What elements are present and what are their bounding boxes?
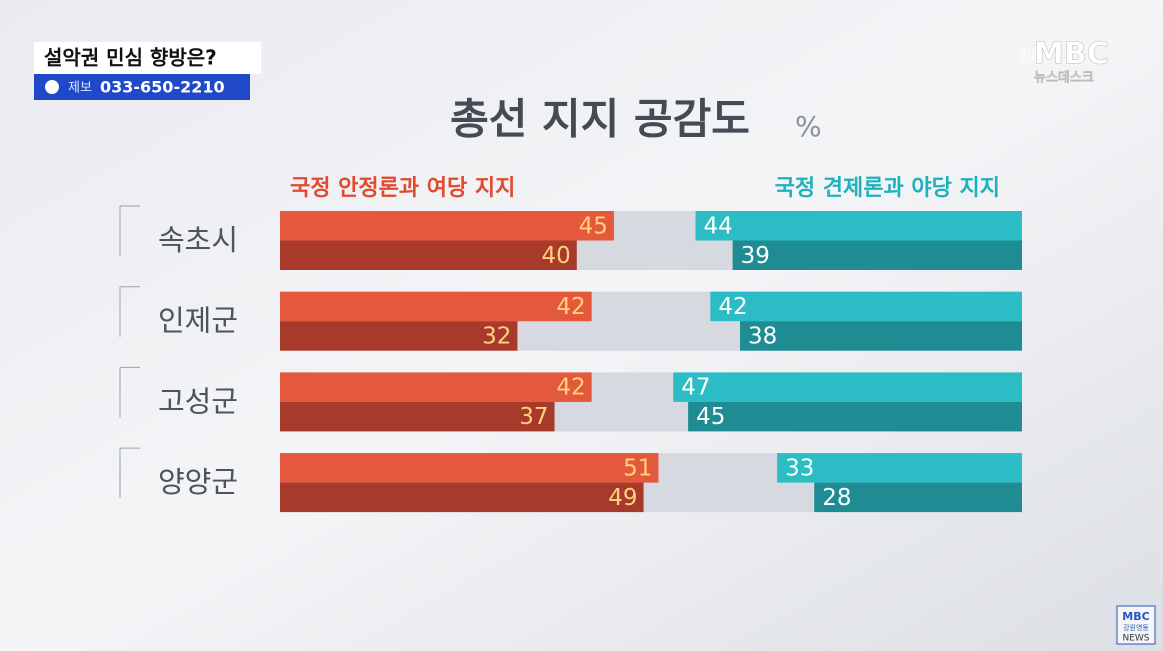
headline: 설악권 민심 향방은? <box>44 46 217 70</box>
value-label: 38 <box>748 323 777 349</box>
chart-title: 총선 지지 공감도 <box>450 95 750 144</box>
tip-label: 제보 <box>68 81 92 96</box>
corner-region: 강원영동 <box>1123 623 1149 632</box>
value-label: 45 <box>579 213 608 239</box>
bar <box>280 482 644 513</box>
logo-region: 강원 <box>1020 48 1042 62</box>
bar <box>740 321 1022 351</box>
corner-news: NEWS <box>1122 634 1149 644</box>
logo: MBC <box>1034 37 1109 72</box>
value-label: 33 <box>785 455 814 481</box>
category-label: 속초시 <box>158 223 238 257</box>
bar <box>280 401 555 432</box>
value-label: 44 <box>704 213 733 239</box>
phone: 033-650-2210 <box>100 78 225 97</box>
category-label: 인제군 <box>158 304 238 338</box>
bar <box>710 291 1022 322</box>
value-label: 42 <box>718 294 747 320</box>
value-label: 49 <box>608 485 637 511</box>
value-label: 42 <box>556 375 585 401</box>
corner-logo: MBC <box>1122 610 1149 623</box>
bar <box>673 372 1022 402</box>
legend-label: 국정 견제론과 야당 지지 <box>775 176 1000 201</box>
bar <box>280 453 659 483</box>
bar <box>280 240 577 270</box>
headline-box <box>34 42 261 74</box>
bar <box>280 372 592 402</box>
bar <box>280 321 518 351</box>
bar <box>280 291 592 322</box>
value-label: 28 <box>822 485 851 511</box>
value-label: 42 <box>556 294 585 320</box>
value-label: 39 <box>741 243 770 269</box>
bar <box>695 211 1022 241</box>
value-label: 40 <box>542 243 571 269</box>
bar <box>777 453 1022 483</box>
value-label: 37 <box>519 404 548 430</box>
corner-logo-box <box>1116 605 1156 645</box>
category-label: 양양군 <box>158 465 238 499</box>
unit: % <box>795 110 822 143</box>
bar <box>280 211 614 241</box>
value-label: 47 <box>681 375 710 401</box>
bar <box>814 482 1022 513</box>
tip-box <box>34 74 250 100</box>
program: 뉴스데스크 <box>1034 71 1094 86</box>
bar <box>732 240 1022 270</box>
legend-label: 국정 안정론과 여당 지지 <box>290 176 515 201</box>
phone-icon <box>45 80 59 94</box>
value-label: 51 <box>623 455 652 481</box>
bar <box>688 401 1022 432</box>
value-label: 45 <box>696 404 725 430</box>
category-label: 고성군 <box>158 384 238 418</box>
value-label: 32 <box>482 323 511 349</box>
